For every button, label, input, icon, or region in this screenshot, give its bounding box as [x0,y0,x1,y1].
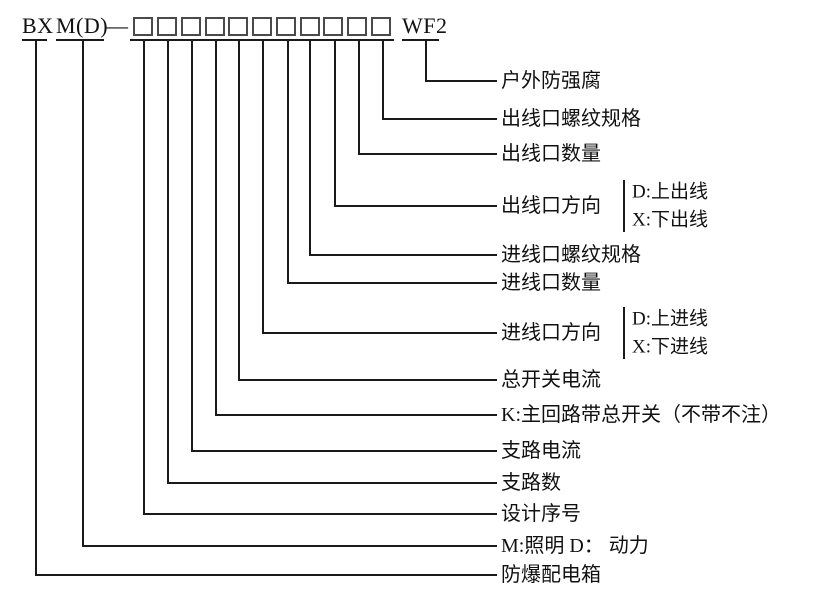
label-main-switch-current: 总开关电流 [501,369,601,391]
label-inlet-direction: 进线口方向 [501,322,601,344]
model-digit-box [371,17,391,36]
connector-line [425,41,427,82]
connector-line [358,153,497,155]
label-inlet-direction-option-down: X:下进线 [632,336,709,358]
model-digit-box [181,17,201,36]
connector-line [382,41,384,120]
connector-line [35,41,37,576]
label-outlet-direction-option-down: X:下出线 [632,209,709,231]
label-branch-count: 支路数 [501,472,561,494]
model-digit-box [276,17,296,36]
model-type-code: M(D) [56,13,109,38]
underline [56,39,104,41]
connector-line [262,41,264,334]
inlet-direction-divider [623,307,625,359]
connector-line [191,41,193,452]
connector-line [287,282,497,284]
connector-line [382,118,497,120]
outlet-direction-divider [623,180,625,232]
label-outlet-count: 出线口数量 [501,143,601,165]
model-digit-box [323,17,343,36]
connector-line [35,574,497,576]
connector-line [309,41,311,256]
connector-line [262,332,497,334]
underline [249,39,275,41]
model-digit-box [300,17,320,36]
model-digit-box [252,17,272,36]
label-inlet-thread-spec: 进线口螺纹规格 [501,244,641,266]
underline [225,39,251,41]
label-inlet-direction-option-up: D:上进线 [632,308,709,330]
connector-line [334,205,497,207]
label-main-switch-note: K:主回路带总开关（不带不注） [501,404,781,426]
label-branch-current: 支路电流 [501,440,581,462]
connector-line [215,414,497,416]
connector-line [82,545,497,547]
model-suffix: WF2 [402,13,448,38]
underline [202,39,228,41]
underline [130,39,156,41]
connector-line [215,41,217,416]
label-outlet-direction-option-up: D:上出线 [632,181,709,203]
underline [22,39,47,41]
model-digit-box [228,17,248,36]
underline [178,39,204,41]
model-digit-box [157,17,177,36]
underline [154,39,180,41]
underline [297,39,323,41]
connector-line [167,41,169,484]
model-separator-dash: — [106,13,129,38]
label-outlet-thread-spec: 出线口螺纹规格 [501,108,641,130]
connector-line [358,41,360,155]
connector-line [425,80,497,82]
connector-line [238,379,497,381]
label-design-serial: 设计序号 [501,503,581,525]
connector-line [238,41,240,381]
underline [368,39,394,41]
model-digit-box [133,17,153,36]
label-type-meaning: M:照明 D： 动力 [501,535,649,557]
label-outdoor-anticorrosion: 户外防强腐 [501,70,601,92]
model-digit-box [205,17,225,36]
label-inlet-count: 进线口数量 [501,272,601,294]
underline [344,39,370,41]
connector-line [309,254,497,256]
model-digit-box [347,17,367,36]
label-outlet-direction: 出线口方向 [501,195,601,217]
connector-line [167,482,497,484]
model-prefix: BX [22,13,54,38]
underline [320,39,346,41]
connector-line [287,41,289,284]
connector-line [143,513,497,515]
underline [273,39,299,41]
label-product-name: 防爆配电箱 [501,564,601,586]
connector-line [334,41,336,207]
connector-line [191,450,497,452]
connector-line [143,41,145,515]
connector-line [82,41,84,547]
underline [402,39,439,41]
